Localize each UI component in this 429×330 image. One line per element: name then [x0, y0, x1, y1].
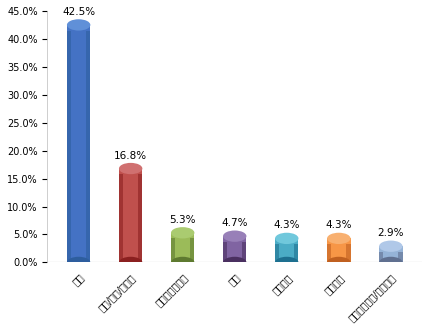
Bar — [67, 25, 91, 31]
Text: 2.9%: 2.9% — [378, 228, 404, 238]
Bar — [119, 169, 142, 174]
Bar — [190, 233, 194, 262]
Ellipse shape — [119, 257, 142, 268]
Bar — [399, 246, 402, 262]
Ellipse shape — [379, 241, 402, 252]
Text: 16.8%: 16.8% — [114, 150, 147, 161]
Bar — [294, 238, 299, 262]
Bar — [346, 238, 350, 262]
Bar — [67, 25, 71, 262]
Bar — [171, 233, 175, 262]
Bar — [119, 169, 123, 262]
Bar — [275, 238, 299, 262]
Bar — [171, 233, 194, 239]
Bar — [242, 236, 246, 262]
Bar — [275, 238, 299, 244]
Bar — [171, 233, 194, 262]
Bar — [379, 246, 402, 252]
Text: 4.3%: 4.3% — [326, 220, 352, 230]
Ellipse shape — [275, 257, 299, 268]
Ellipse shape — [379, 257, 402, 268]
Bar — [327, 238, 350, 262]
Bar — [119, 169, 142, 262]
Ellipse shape — [327, 233, 350, 244]
Ellipse shape — [223, 230, 246, 242]
Text: 4.7%: 4.7% — [221, 218, 248, 228]
Ellipse shape — [327, 257, 350, 268]
Bar — [223, 236, 227, 262]
Bar — [327, 238, 331, 262]
Bar — [138, 169, 142, 262]
Ellipse shape — [171, 257, 194, 268]
Ellipse shape — [223, 257, 246, 268]
Bar — [223, 236, 246, 242]
Ellipse shape — [67, 19, 91, 31]
Bar — [67, 25, 91, 262]
Bar — [379, 246, 402, 262]
Bar — [86, 25, 91, 262]
Bar — [275, 238, 279, 262]
Bar — [327, 238, 350, 244]
Ellipse shape — [171, 227, 194, 239]
Text: 4.3%: 4.3% — [274, 220, 300, 230]
Text: 5.3%: 5.3% — [169, 215, 196, 225]
Bar — [379, 246, 384, 262]
Text: 42.5%: 42.5% — [62, 7, 95, 17]
Ellipse shape — [119, 163, 142, 174]
Ellipse shape — [67, 257, 91, 268]
Bar — [223, 236, 246, 262]
Ellipse shape — [275, 233, 299, 244]
